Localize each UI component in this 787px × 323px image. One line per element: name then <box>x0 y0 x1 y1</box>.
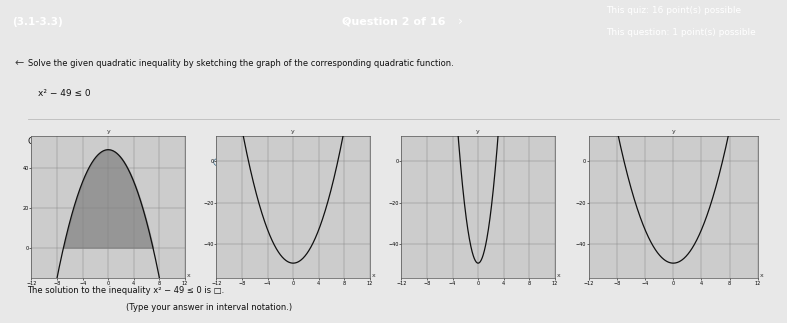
Text: ○: ○ <box>31 157 40 167</box>
Text: A.: A. <box>46 158 54 167</box>
Text: (Type your answer in interval notation.): (Type your answer in interval notation.) <box>126 303 292 312</box>
Text: ○: ○ <box>594 157 603 167</box>
Text: y: y <box>291 129 295 134</box>
Text: y: y <box>476 129 480 134</box>
Text: Solve the given quadratic inequality by sketching the graph of the corresponding: Solve the given quadratic inequality by … <box>28 59 453 68</box>
Text: y: y <box>106 129 110 134</box>
Text: x: x <box>759 273 763 278</box>
Text: x: x <box>556 273 560 278</box>
Text: Question 2 of 16: Question 2 of 16 <box>342 17 445 27</box>
Text: ○: ○ <box>212 157 221 167</box>
Text: ←: ← <box>14 58 24 68</box>
Text: This question: 1 point(s) possible: This question: 1 point(s) possible <box>606 28 756 37</box>
Text: x² − 49 ≤ 0: x² − 49 ≤ 0 <box>38 89 91 99</box>
Text: (3.1-3.3): (3.1-3.3) <box>12 17 62 27</box>
Text: C.: C. <box>419 158 429 167</box>
Text: y: y <box>671 129 675 134</box>
Text: D.: D. <box>608 158 618 167</box>
Text: x: x <box>371 273 375 278</box>
Text: ○: ○ <box>405 157 414 167</box>
Text: x: x <box>187 273 190 278</box>
Text: ‹: ‹ <box>344 15 349 28</box>
Text: This quiz: 16 point(s) possible: This quiz: 16 point(s) possible <box>606 6 741 16</box>
Text: Choose the correct graph below.: Choose the correct graph below. <box>28 137 164 146</box>
Text: ›: › <box>458 15 463 28</box>
Text: B.: B. <box>227 158 235 167</box>
Text: The solution to the inequality x² − 49 ≤ 0 is □.: The solution to the inequality x² − 49 ≤… <box>28 287 225 295</box>
